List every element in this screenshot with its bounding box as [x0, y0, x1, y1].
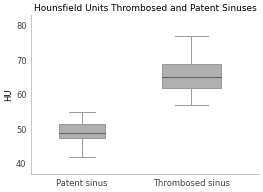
FancyBboxPatch shape: [162, 64, 221, 88]
Y-axis label: HU: HU: [4, 88, 13, 101]
Title: Hounsfield Units Thrombosed and Patent Sinuses: Hounsfield Units Thrombosed and Patent S…: [34, 4, 256, 13]
FancyBboxPatch shape: [59, 124, 105, 138]
